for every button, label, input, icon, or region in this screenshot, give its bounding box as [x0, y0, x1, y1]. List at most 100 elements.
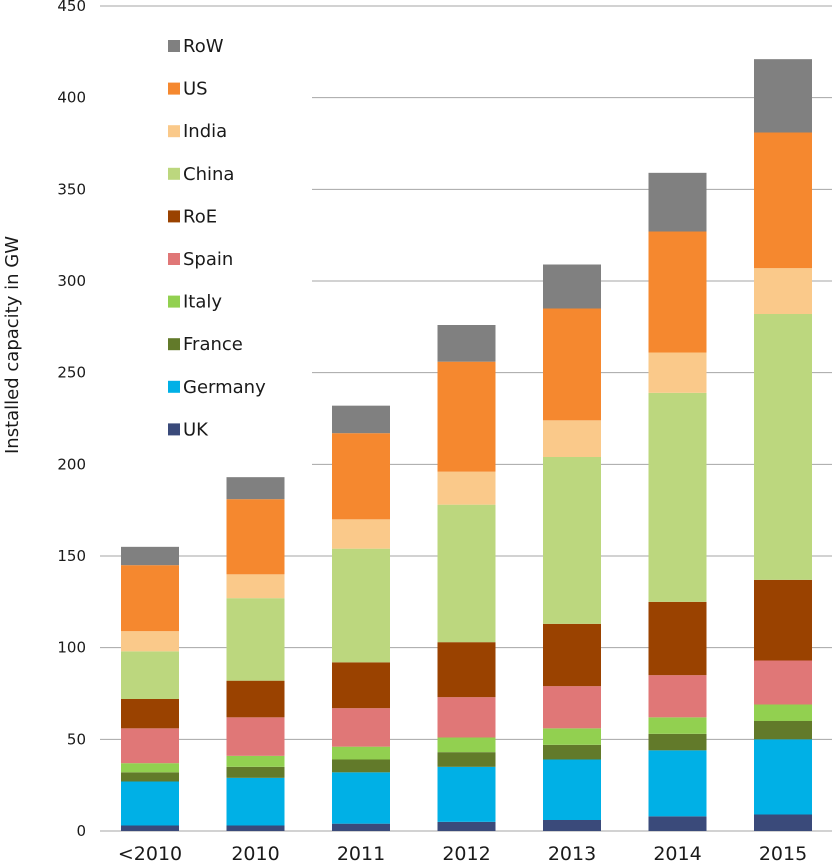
bar-segment-us [648, 231, 707, 353]
bar-segment-row [121, 546, 179, 566]
legend-label: US [183, 79, 208, 100]
bar-segment-roe [121, 699, 179, 729]
legend-item: France [168, 334, 243, 355]
bar-segment-uk [226, 825, 285, 831]
y-tick-label: 100 [57, 639, 86, 657]
bar-segment-spain [648, 675, 707, 718]
bar-group-3 [437, 325, 496, 831]
bar-segment-uk [754, 814, 812, 831]
bar-segment-uk [437, 821, 496, 831]
legend-label: India [183, 121, 227, 142]
bar-segment-france [754, 721, 812, 740]
bar-segment-roe [543, 623, 601, 687]
bar-segment-us [543, 308, 601, 421]
bar-segment-uk [648, 816, 707, 831]
legend-item: China [168, 164, 234, 185]
bar-segment-germany [437, 766, 496, 822]
bar-segment-china [543, 457, 601, 624]
bar-segment-france [332, 759, 390, 773]
x-tick-label: 2014 [653, 843, 701, 864]
bar-segment-spain [754, 660, 812, 705]
y-tick-label: 450 [57, 0, 86, 15]
y-tick-label: 400 [57, 89, 86, 107]
bar-segment-india [754, 268, 812, 314]
bar-segment-italy [437, 737, 496, 753]
bar-segment-roe [648, 601, 707, 676]
bar-segment-roe [754, 579, 812, 661]
y-tick-labels: 0 50 100 150 200 250 300 350 400 450 [57, 0, 86, 840]
bar-segment-germany [754, 739, 812, 815]
legend-item: RoE [168, 206, 217, 227]
legend-swatch [168, 125, 180, 138]
bar-segment-roe [226, 680, 285, 718]
y-tick-label: 200 [57, 455, 86, 473]
bar-group-6 [754, 59, 812, 831]
bar-segment-germany [543, 759, 601, 820]
bar-segment-china [332, 548, 390, 663]
legend-item: India [168, 121, 227, 142]
legend-label: France [183, 334, 243, 355]
bar-segment-italy [121, 763, 179, 773]
bar-segment-uk [332, 823, 390, 831]
bar-segment-uk [121, 825, 179, 831]
bar-segment-china [226, 598, 285, 681]
bar-segment-france [648, 733, 707, 751]
legend-item: RoW [168, 36, 224, 57]
bar-segment-spain [226, 717, 285, 756]
bar-segment-spain [332, 708, 390, 747]
y-tick-label: 150 [57, 547, 86, 565]
x-tick-label: 2010 [231, 843, 279, 864]
legend-swatch [168, 82, 180, 95]
bar-segment-row [226, 477, 285, 500]
bar-group-4 [543, 264, 601, 831]
bar-segment-row [543, 264, 601, 309]
y-axis-label: Installed capacity in GW [2, 236, 23, 454]
x-tick-labels: <2010 2010 2011 2012 2013 2014 2015 [118, 843, 807, 864]
bar-segment-france [226, 766, 285, 778]
y-tick-label: 0 [76, 822, 86, 840]
bar-segment-germany [226, 777, 285, 826]
bar-segment-germany [332, 772, 390, 824]
bar-segment-germany [648, 750, 707, 817]
legend-label: RoW [183, 36, 224, 57]
bar-segment-india [437, 471, 496, 505]
legend-item: Spain [168, 249, 233, 270]
y-tick-label: 250 [57, 364, 86, 382]
legend-swatch [168, 253, 180, 265]
bar-segment-row [754, 59, 812, 133]
legend-swatch [168, 40, 180, 52]
bar-segment-india [543, 420, 601, 457]
legend-label: Italy [183, 292, 222, 313]
legend-swatch [168, 210, 180, 223]
bar-segment-roe [437, 642, 496, 698]
bar-segment-france [121, 772, 179, 782]
x-tick-label: 2011 [337, 843, 385, 864]
x-tick-label: 2015 [759, 843, 807, 864]
bar-segment-italy [648, 717, 707, 734]
bar-segment-spain [121, 728, 179, 764]
bar-segment-row [648, 172, 707, 232]
bar-segment-us [437, 361, 496, 472]
legend-swatch [168, 380, 180, 393]
bar-segment-us [226, 499, 285, 575]
bar-segment-roe [332, 662, 390, 709]
bar-segment-china [648, 392, 707, 602]
legend-swatch [168, 423, 180, 436]
bar-group-0 [121, 546, 179, 831]
bar-segment-spain [543, 686, 601, 729]
y-tick-label: 50 [67, 730, 86, 748]
bar-group-1 [226, 477, 285, 831]
bar-segment-france [437, 752, 496, 767]
legend-label: Spain [183, 249, 233, 270]
bar-group-2 [332, 405, 390, 831]
bar-segment-italy [226, 755, 285, 767]
bar-segment-italy [332, 746, 390, 760]
bars [121, 59, 812, 831]
legend: RoW US India China RoE Spain Italy France German… [168, 36, 266, 440]
x-tick-label: 2012 [442, 843, 490, 864]
bar-segment-india [648, 352, 707, 393]
legend-swatch [168, 167, 180, 180]
legend-label: RoE [183, 206, 217, 227]
bar-segment-china [121, 651, 179, 699]
